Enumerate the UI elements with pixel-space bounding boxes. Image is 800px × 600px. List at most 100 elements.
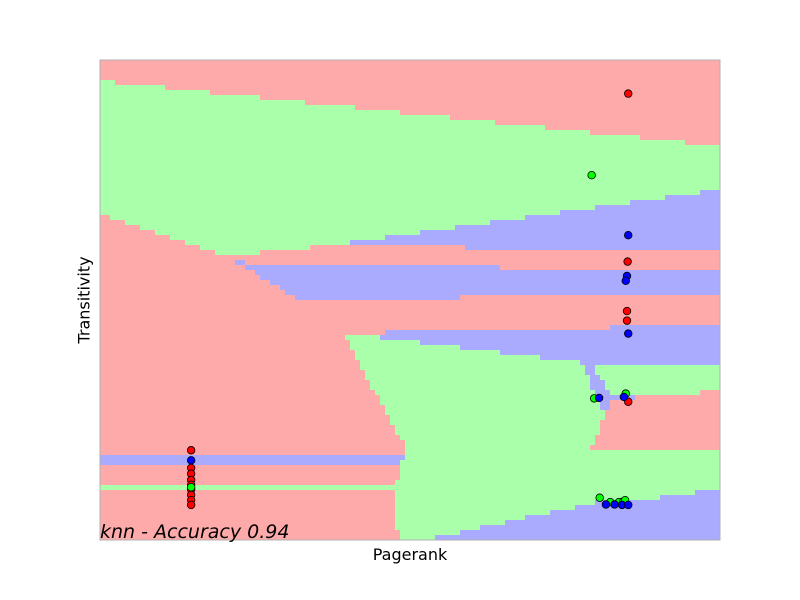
region-cell-red (600, 425, 721, 431)
region-cell-blue (350, 240, 721, 246)
region-cell-green (595, 370, 721, 376)
region-cell-green (100, 485, 721, 491)
region-cell-red (100, 335, 346, 341)
region-cell-blue (585, 365, 596, 371)
region-cell-green (100, 135, 641, 141)
decision-regions (100, 60, 721, 541)
region-cell-red (100, 245, 201, 251)
data-point-red (622, 306, 632, 316)
region-cell-red (100, 490, 396, 496)
data-point-blue (624, 329, 633, 338)
region-cell-red (100, 345, 351, 351)
region-cell-green (100, 100, 306, 106)
region-cell-green (100, 80, 116, 86)
region-cell-green (100, 210, 561, 216)
region-cell-green (100, 185, 721, 191)
region-cell-blue (280, 285, 721, 291)
region-cell-blue (480, 525, 721, 531)
region-cell-blue (610, 325, 721, 331)
region-cell-red (260, 95, 721, 101)
region-cell-green (100, 155, 721, 161)
region-cell-red (100, 510, 396, 516)
region-cell-blue (590, 385, 606, 391)
region-cell-green (100, 120, 496, 126)
region-cell-green (385, 405, 601, 411)
region-cell-red (100, 285, 281, 291)
region-cell-green (395, 515, 526, 521)
region-cell-green (600, 375, 721, 381)
region-cell-green (100, 95, 261, 101)
region-cell-red (100, 475, 401, 481)
region-cell-green (185, 240, 351, 246)
region-cell-red (100, 270, 256, 276)
region-cell-green (125, 220, 491, 226)
region-cell-blue (455, 225, 721, 231)
region-cell-green (100, 110, 401, 116)
region-cell-green (605, 380, 721, 386)
region-cell-red (305, 100, 721, 106)
region-cell-blue (100, 460, 401, 466)
region-cell-green (405, 445, 591, 451)
data-point-red (622, 316, 632, 325)
region-cell-red (100, 405, 386, 411)
region-cell-red (700, 390, 721, 396)
region-cell-green (395, 525, 481, 531)
region-cell-green (390, 420, 601, 426)
region-cell-red (100, 520, 396, 526)
region-cell-green (100, 165, 721, 171)
region-cell-blue (460, 345, 721, 351)
region-cell-blue (245, 265, 501, 271)
region-cell-green (155, 230, 421, 236)
region-cell-red (100, 255, 721, 261)
region-cell-red (100, 385, 371, 391)
region-cell-blue (500, 350, 721, 356)
region-cell-blue (585, 370, 596, 376)
data-point-blue (621, 276, 630, 285)
region-cell-red (100, 365, 361, 371)
region-cell-red (100, 400, 381, 406)
region-cell-blue (380, 335, 721, 341)
region-cell-green (385, 410, 606, 416)
region-cell-red (100, 305, 721, 311)
plot-frame (99, 59, 721, 541)
region-cell-red (100, 320, 721, 326)
region-cell-blue (525, 215, 721, 221)
region-cell-red (100, 330, 386, 336)
region-cell-red (100, 430, 396, 436)
region-cell-blue (595, 395, 636, 401)
data-point-blue (610, 500, 619, 509)
region-cell-green (395, 520, 506, 526)
data-point-blue (601, 500, 611, 509)
region-cell-red (590, 130, 721, 136)
region-cell-blue (435, 535, 721, 541)
region-cell-blue (420, 230, 721, 236)
region-cell-green (100, 125, 546, 131)
region-cell-green (100, 90, 211, 96)
region-cell-green (390, 415, 606, 421)
region-cell-green (380, 400, 601, 406)
region-cell-green (405, 440, 596, 446)
region-cell-red (100, 505, 396, 511)
region-cell-green (100, 180, 721, 186)
region-cell-green (395, 510, 551, 516)
region-cell-green (100, 140, 686, 146)
region-cell-blue (595, 390, 611, 396)
region-cell-red (100, 395, 381, 401)
region-cell-red (100, 530, 401, 536)
region-cell-red (100, 310, 721, 316)
region-cell-green (395, 495, 661, 501)
region-cell-green (100, 175, 721, 181)
region-cell-red (115, 80, 721, 86)
region-cell-blue (270, 280, 721, 286)
region-cell-green (100, 85, 166, 91)
region-cell-green (100, 130, 591, 136)
region-cell-blue (235, 260, 246, 266)
region-cell-green (400, 530, 461, 536)
region-cell-red (100, 415, 391, 421)
region-cell-red (100, 215, 111, 221)
data-point-green (587, 170, 596, 180)
region-cell-red (100, 420, 391, 426)
data-point-red (623, 257, 632, 266)
region-cell-blue (630, 500, 721, 506)
